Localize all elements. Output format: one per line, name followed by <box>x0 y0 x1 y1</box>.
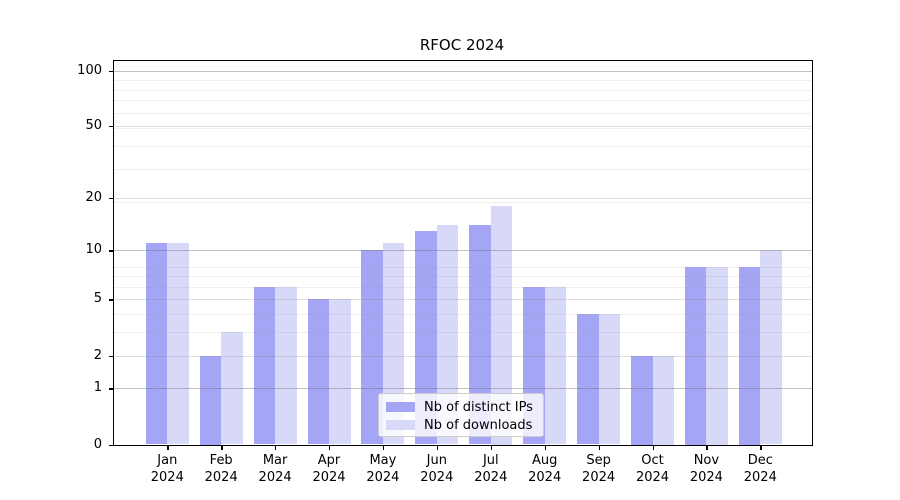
gridline-2 <box>114 355 812 357</box>
gridline-1 <box>114 388 812 390</box>
bar-apr-distinct-ips <box>307 299 329 445</box>
x-tick-aug <box>544 445 547 450</box>
bar-jan-downloads <box>167 243 189 445</box>
gridline-20 <box>114 197 812 199</box>
gridline-69 <box>114 100 812 102</box>
x-tick-jun <box>436 445 439 450</box>
legend: Nb of distinct IPs Nb of downloads <box>378 393 544 437</box>
x-tick-label-nov: Nov 2024 <box>689 453 723 485</box>
y-tick-10 <box>109 250 113 252</box>
x-tick-label-aug: Aug 2024 <box>528 453 562 485</box>
gridline-39 <box>114 145 812 147</box>
bar-sep-distinct-ips <box>577 314 599 445</box>
legend-item-downloads: Nb of downloads <box>386 416 543 434</box>
bar-aug-downloads <box>544 286 567 445</box>
y-tick-label-20: 20 <box>85 189 102 205</box>
x-tick-label-mar: Mar 2024 <box>258 453 292 485</box>
gridline-7 <box>114 276 812 278</box>
bar-jan-distinct-ips <box>145 243 168 445</box>
x-tick-label-sep: Sep 2024 <box>582 453 616 485</box>
bar-nov-distinct-ips <box>684 266 707 445</box>
x-tick-sep <box>598 445 600 450</box>
bar-sep-downloads <box>598 314 621 445</box>
gridline-100 <box>114 70 812 72</box>
bar-jul-downloads <box>490 206 513 445</box>
bar-dec-distinct-ips <box>738 266 761 445</box>
y-tick-label-50: 50 <box>85 118 102 133</box>
gridline-3 <box>114 332 812 334</box>
legend-swatch-distinct-ips <box>386 402 415 412</box>
y-tick-label-100: 100 <box>77 62 102 78</box>
x-tick-jan <box>167 445 169 450</box>
gridline-79 <box>114 89 812 91</box>
x-tick-nov <box>706 445 708 450</box>
chart-title: RFOC 2024 <box>419 36 505 54</box>
y-tick-100 <box>109 70 113 73</box>
bar-oct-distinct-ips <box>631 355 653 445</box>
x-tick-may <box>382 445 385 450</box>
y-tick-5 <box>109 299 113 301</box>
legend-swatch-downloads <box>386 420 415 430</box>
y-tick-label-1: 1 <box>93 380 102 396</box>
y-tick-label-10: 10 <box>85 242 102 258</box>
bar-dec-downloads <box>760 250 782 445</box>
gridline-19 <box>114 201 812 203</box>
y-tick-label-5: 5 <box>93 291 102 307</box>
bar-jul-distinct-ips <box>469 225 491 445</box>
bar-may-distinct-ips <box>361 250 383 445</box>
legend-label-distinct-ips: Nb of distinct IPs <box>424 399 533 415</box>
x-tick-label-dec: Dec 2024 <box>743 453 777 485</box>
x-tick-feb <box>221 445 223 450</box>
x-tick-label-jan: Jan 2024 <box>150 453 184 485</box>
bar-jun-downloads <box>436 225 459 445</box>
y-tick-50 <box>109 126 113 128</box>
bar-nov-downloads <box>706 266 728 445</box>
gridline-5 <box>114 299 812 301</box>
bar-mar-downloads <box>275 286 297 445</box>
legend-label-downloads: Nb of downloads <box>424 417 533 433</box>
bar-mar-distinct-ips <box>253 286 276 445</box>
gridline-10 <box>114 250 812 252</box>
gridline-4 <box>114 314 812 316</box>
gridline-6 <box>114 286 812 288</box>
x-tick-label-apr: Apr 2024 <box>312 453 346 485</box>
x-tick-label-jun: Jun 2024 <box>420 453 454 485</box>
x-tick-jul <box>490 445 493 450</box>
legend-item-distinct-ips: Nb of distinct IPs <box>386 398 543 416</box>
y-tick-label-2: 2 <box>93 347 102 363</box>
x-tick-label-oct: Oct 2024 <box>635 453 670 485</box>
y-tick-0 <box>109 444 113 446</box>
plot-area: 0 1 2 5 10 20 50 100 Jan 2024 Feb 2024 Mar 2024 Apr 202… <box>77 60 813 485</box>
gridline-29 <box>114 169 812 170</box>
x-tick-mar <box>275 445 277 450</box>
gridline-50 <box>114 126 812 127</box>
x-tick-label-feb: Feb 2024 <box>204 453 238 485</box>
gridline-49 <box>114 127 812 129</box>
y-tick-20 <box>109 197 113 200</box>
y-tick-label-0: 0 <box>93 436 102 452</box>
x-tick-oct <box>652 445 654 450</box>
y-tick-2 <box>109 355 113 357</box>
x-tick-label-jul: Jul 2024 <box>474 453 508 485</box>
y-tick-1 <box>109 388 113 390</box>
bar-feb-distinct-ips <box>199 355 222 445</box>
bar-jun-distinct-ips <box>415 230 437 445</box>
bar-oct-downloads <box>652 355 674 445</box>
gridline-59 <box>114 112 812 114</box>
gridline-89 <box>114 80 812 81</box>
bar-apr-downloads <box>329 299 351 445</box>
x-tick-label-may: May 2024 <box>366 453 400 485</box>
bar-feb-downloads <box>221 332 243 445</box>
gridline-8 <box>114 266 812 268</box>
x-tick-dec <box>760 445 762 450</box>
x-tick-apr <box>329 445 331 450</box>
